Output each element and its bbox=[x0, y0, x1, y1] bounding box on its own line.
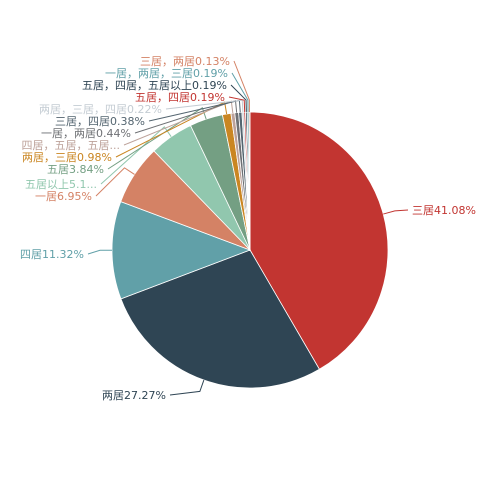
leader-line bbox=[230, 84, 247, 113]
pie-slice bbox=[120, 249, 320, 389]
slice-label: 四居，五居，五居... bbox=[22, 139, 121, 152]
pie-slice bbox=[111, 201, 252, 300]
leader-line bbox=[228, 96, 246, 113]
slice-label: 两居27.27% bbox=[102, 389, 166, 402]
leader-line bbox=[107, 107, 207, 170]
slice-label: 两居，三居0.98% bbox=[22, 151, 112, 164]
slice-label: 一居6.95% bbox=[35, 190, 92, 203]
slice-label: 一居，两居，三居0.19% bbox=[105, 67, 228, 80]
leader-line bbox=[233, 60, 250, 113]
pie-slice bbox=[249, 111, 389, 370]
leader-line bbox=[95, 167, 135, 197]
pie-slice bbox=[248, 111, 251, 251]
slice-label: 两居，三居，四居0.22% bbox=[39, 103, 162, 116]
slice-label: 五居，四居0.19% bbox=[135, 91, 225, 104]
leader-line bbox=[231, 72, 249, 113]
slice-label: 一居，两居0.44% bbox=[41, 127, 131, 140]
slice-label: 三居，两居0.13% bbox=[140, 55, 230, 68]
slice-label: 五居3.84% bbox=[47, 163, 104, 176]
leader-line bbox=[87, 249, 113, 255]
slice-label: 四居11.32% bbox=[20, 248, 84, 261]
leader-line bbox=[169, 379, 205, 396]
leader-line bbox=[383, 209, 409, 215]
slice-label: 三居41.08% bbox=[412, 204, 476, 217]
slice-label: 五居，四居，五居以上0.19% bbox=[82, 79, 227, 92]
leader-line bbox=[100, 126, 172, 185]
slice-label: 五居以上5.1... bbox=[25, 178, 97, 191]
slice-label: 三居，四居0.38% bbox=[55, 115, 145, 128]
